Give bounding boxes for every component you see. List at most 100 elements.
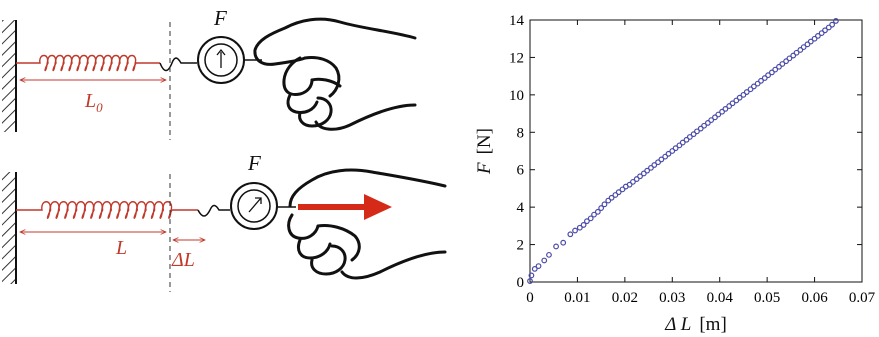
data-point [676, 142, 683, 149]
x-tick-label: 0 [526, 290, 534, 306]
data-point [683, 136, 690, 143]
data-point [807, 38, 814, 45]
data-point [601, 201, 608, 208]
bottom-wire [197, 204, 230, 217]
data-point [822, 27, 828, 34]
top-wire [159, 57, 197, 72]
y-tick-label: 6 [517, 163, 525, 179]
x-tick-label: 0.02 [612, 290, 638, 306]
data-point [560, 239, 567, 246]
data-point [768, 69, 775, 76]
x-tick-label: 0.07 [849, 290, 876, 306]
data-point [719, 108, 725, 115]
x-axis-label: Δ L [m] [664, 314, 727, 335]
data-point [546, 251, 552, 258]
data-point [672, 145, 679, 152]
data-point [626, 181, 633, 188]
data-point [776, 63, 782, 70]
bottom-spring [16, 201, 198, 219]
data-point [729, 100, 736, 107]
data-point [679, 139, 686, 146]
x-tick-label: 0.06 [801, 290, 828, 306]
y-tick-label: 0 [517, 275, 525, 291]
top-gauge-label: F [213, 6, 227, 30]
data-point [793, 49, 800, 56]
data-point [797, 47, 804, 53]
data-point [694, 128, 700, 135]
data-point [708, 117, 715, 124]
data-point [669, 148, 676, 154]
data-point [786, 55, 793, 62]
data-point [761, 75, 768, 81]
data-point [804, 41, 811, 48]
data-point [655, 159, 661, 166]
bottom-setup: L ΔL F [2, 151, 447, 292]
bottom-force-gauge [230, 182, 278, 230]
bottom-gauge-label: F [247, 151, 261, 175]
data-point [818, 30, 825, 36]
data-point [651, 162, 658, 168]
data-point [662, 153, 669, 160]
top-wall [2, 20, 16, 132]
data-point [598, 205, 605, 211]
data-point [743, 89, 750, 95]
data-point [690, 131, 697, 138]
data-point [740, 91, 747, 98]
data-point [580, 222, 587, 228]
data-point [686, 134, 693, 140]
data-point [531, 266, 538, 272]
pull-direction-arrow [298, 194, 392, 220]
data-point [704, 120, 711, 126]
scatter-chart: 0 0.01 0.02 0.03 0.04 0.05 0.06 0.07 0 2 4 6 8 10 12 1… [474, 13, 876, 335]
y-tick-label: 10 [509, 88, 524, 104]
top-spring [16, 54, 160, 72]
data-point [608, 194, 615, 201]
y-axis-ticks: 0 2 4 6 8 10 12 14 [509, 13, 862, 291]
data-point [633, 176, 640, 182]
data-point [591, 211, 597, 218]
data-point [747, 86, 754, 93]
data-point [811, 35, 818, 42]
data-point [800, 44, 807, 51]
data-point [535, 263, 542, 269]
x-tick-label: 0.04 [707, 290, 734, 306]
data-point [553, 243, 559, 250]
data-point [527, 278, 533, 284]
data-point [814, 33, 821, 39]
data-point [790, 52, 797, 59]
data-point [758, 77, 764, 84]
data-point [765, 72, 771, 79]
bottom-hand [287, 168, 447, 280]
data-point [715, 111, 722, 118]
data-point [648, 164, 654, 171]
data-points [527, 18, 839, 284]
data-point [665, 150, 672, 157]
data-point [567, 231, 574, 238]
data-point [541, 257, 548, 264]
y-tick-label: 4 [517, 200, 525, 216]
data-point [612, 192, 619, 198]
data-point [750, 83, 757, 90]
data-point [736, 94, 743, 101]
y-tick-label: 8 [517, 125, 525, 141]
data-point [833, 18, 839, 24]
data-point [783, 58, 790, 65]
data-point [772, 66, 779, 73]
data-point [825, 24, 832, 31]
data-point [640, 170, 647, 177]
data-point [712, 114, 718, 121]
plot-frame [529, 19, 863, 283]
y-tick-label: 14 [509, 13, 525, 29]
bottom-length-label: L [115, 237, 127, 259]
data-point [594, 208, 601, 215]
data-point [779, 61, 786, 67]
data-point [754, 80, 761, 87]
top-setup: L0 F [2, 6, 417, 140]
data-point [584, 218, 590, 225]
top-hand [253, 17, 417, 131]
data-point [615, 189, 622, 196]
y-tick-label: 12 [509, 50, 524, 66]
data-point [605, 197, 612, 204]
